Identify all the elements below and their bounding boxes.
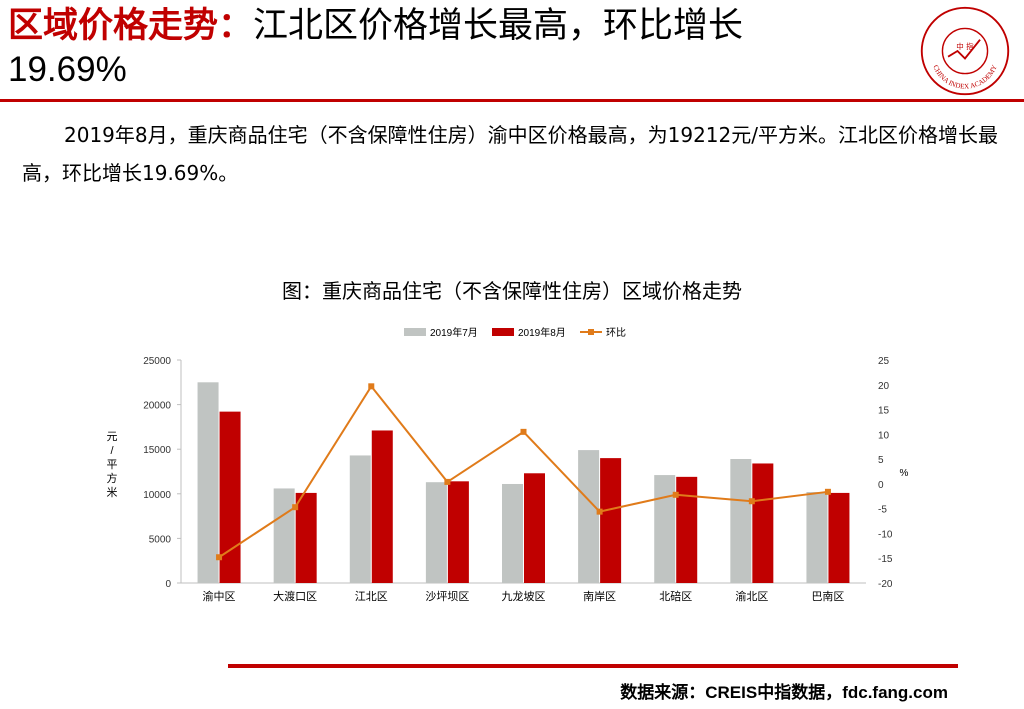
bar-jul: [273, 488, 295, 583]
bar-aug: [752, 463, 774, 583]
title-percent: 19.69%: [8, 50, 127, 89]
left-tick-label: 0: [165, 579, 171, 590]
mom-point: [672, 491, 679, 498]
mom-point: [368, 383, 375, 390]
legend-swatch: [492, 328, 514, 336]
category-label: 九龙坡区: [502, 590, 546, 603]
right-tick-label: 25: [878, 356, 890, 367]
mom-point: [520, 428, 527, 435]
right-tick-label: -10: [878, 529, 893, 540]
mom-point: [824, 488, 831, 495]
data-source: 数据来源：CREIS中指数据，fdc.fang.com: [620, 683, 948, 702]
footer-divider: [228, 664, 958, 668]
bar-jul: [349, 455, 371, 583]
legend-swatch: [404, 328, 426, 336]
bar-aug: [828, 492, 850, 583]
bar-aug: [219, 411, 241, 583]
mom-point: [596, 508, 603, 515]
bar-aug: [524, 473, 545, 583]
mom-point: [216, 554, 223, 561]
bar-aug: [371, 430, 393, 583]
y2-axis-label: %: [900, 468, 909, 479]
bar-jul: [502, 483, 523, 583]
chart-title: 图：重庆商品住宅（不含保障性住房）区域价格走势: [282, 279, 742, 303]
bar-aug: [295, 492, 317, 583]
price-trend-chart: 0 5000 10000 15000 20000 25000 -20 -15 -10 -5 0 5 10…: [107, 326, 909, 603]
summary-paragraph: 2019年8月，重庆商品住宅（不含保障性住房）渝中区价格最高，为19212元/平…: [22, 123, 998, 185]
mom-point: [748, 498, 755, 505]
category-label: 渝北区: [735, 589, 768, 603]
left-tick-label: 15000: [143, 445, 171, 456]
bar-jul: [578, 450, 600, 583]
category-label: 巴南区: [811, 590, 844, 603]
page-title: 区域价格走势：江北区价格增长最高，环比增长 19.69%: [8, 4, 908, 92]
right-tick-label: 15: [878, 406, 890, 417]
left-tick-label: 20000: [143, 401, 171, 412]
category-label: 沙坪坝区: [425, 589, 469, 603]
bar-aug: [600, 458, 622, 583]
right-tick-label: 10: [878, 430, 890, 441]
bar-jul: [654, 475, 676, 583]
category-label: 大渡口区: [273, 589, 317, 603]
category-label: 渝中区: [203, 589, 236, 603]
right-tick-label: 5: [878, 455, 884, 466]
bar-jul: [806, 492, 828, 583]
category-label: 江北区: [355, 590, 388, 603]
bar-aug: [447, 481, 469, 583]
right-tick-label: 20: [878, 381, 890, 392]
legend-marker: [588, 329, 594, 335]
bar-aug: [676, 476, 698, 583]
svg-text:中 指: 中 指: [956, 41, 974, 51]
right-tick-label: -5: [878, 505, 887, 516]
right-tick-label: -20: [878, 579, 893, 590]
header-divider: [0, 99, 1024, 102]
bar-jul: [730, 459, 752, 583]
category-label: 北碚区: [659, 589, 692, 603]
y-axis-label: 元/平方米: [107, 431, 118, 499]
left-tick-label: 10000: [143, 490, 171, 501]
right-tick-label: 0: [878, 480, 884, 491]
china-index-academy-logo: 中 指 CHINA INDEX ACADEMY: [920, 6, 1010, 96]
legend-label: 2019年8月: [518, 326, 566, 339]
title-rest: 江北区价格增长最高，环比增长: [253, 6, 744, 46]
bar-jul: [425, 482, 447, 583]
category-label: 南岸区: [583, 590, 616, 603]
mom-point: [444, 478, 451, 485]
right-tick-label: -15: [878, 554, 893, 565]
title-highlight: 区域价格走势：: [8, 6, 254, 46]
bar-jul: [197, 382, 219, 583]
mom-point: [292, 504, 299, 511]
left-tick-label: 25000: [143, 356, 171, 367]
legend-label: 环比: [606, 327, 626, 339]
left-tick-label: 5000: [149, 534, 172, 545]
legend-label: 2019年7月: [430, 326, 478, 339]
